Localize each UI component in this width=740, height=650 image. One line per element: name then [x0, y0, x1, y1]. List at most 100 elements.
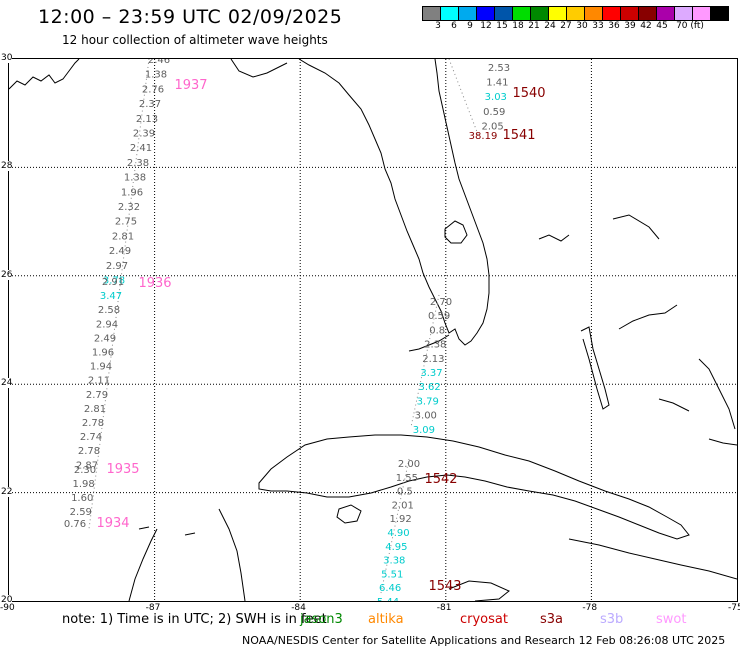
- wave-height-value: 2.78: [78, 446, 100, 457]
- wave-height-value: 3.79: [417, 396, 439, 407]
- wave-height-value: 0.5: [397, 487, 413, 498]
- wave-height-value: 1.96: [92, 348, 114, 359]
- wave-height-value: 2.00: [398, 459, 420, 470]
- page-title: 12:00 – 23:59 UTC 02/09/2025: [38, 6, 343, 28]
- note-text: note: 1) Time is in UTC; 2) SWH is in fe…: [62, 612, 327, 627]
- wave-height-value: 2.81: [84, 404, 106, 415]
- wave-height-value: 2.49: [109, 246, 131, 257]
- color-scale-cell: [566, 6, 585, 21]
- color-scale-label: 45: [656, 21, 668, 31]
- color-scale-cell: [584, 6, 603, 21]
- map-gridlines: [9, 59, 737, 601]
- wave-height-value: 3.47: [100, 291, 122, 302]
- wave-height-value: 2.41: [130, 143, 152, 154]
- wave-height-value: 2.70: [430, 297, 452, 308]
- wave-height-value: 2.30: [74, 465, 96, 476]
- wave-height-value: 2.79: [86, 390, 108, 401]
- track-id-label: 1935: [106, 462, 139, 477]
- track-id-label: 1542: [424, 472, 457, 487]
- color-scale-cell: [512, 6, 531, 21]
- wave-height-value: 2.38: [424, 340, 446, 351]
- wave-height-value: 1.41: [486, 78, 508, 89]
- wave-height-value: 5.44: [377, 597, 399, 601]
- wave-height-value: 2.59: [70, 507, 92, 518]
- wave-height-value: 2.94: [96, 319, 118, 330]
- track-id-label: 1540: [512, 86, 545, 101]
- lat-label: 28: [1, 161, 13, 172]
- color-scale-cell: [656, 6, 675, 21]
- lat-label: 30: [1, 53, 13, 63]
- wave-height-value: 2.81: [112, 231, 134, 242]
- panhandle-coast: [230, 59, 490, 346]
- map-frame: 2.46 1.38 2.76 2.37 2.13 2.39 2.41 2.38 1.38 1.96…: [0, 53, 740, 613]
- gulf-coast: [9, 59, 80, 90]
- track-id-label: 1541: [502, 128, 535, 143]
- color-scale-label: 3: [435, 21, 441, 31]
- wave-height-value: 2.53: [488, 63, 510, 74]
- satellite-legend-altika: altika: [368, 612, 404, 627]
- lat-label: 26: [1, 269, 13, 280]
- color-scale-cell: [710, 6, 729, 21]
- color-scale-cell: [458, 6, 477, 21]
- wave-height-value: 3.37: [420, 368, 442, 379]
- track-id-label: 1934: [96, 516, 129, 531]
- track-id-label: 1543: [428, 579, 461, 594]
- satellite-legend-cryosat: cryosat: [460, 612, 508, 627]
- coastlines: [9, 59, 737, 601]
- wave-height-value: 1.98: [72, 479, 94, 490]
- wave-height-value: 2.74: [80, 432, 102, 443]
- wave-height-value: 2.01: [392, 500, 414, 511]
- lon-label: -75: [728, 603, 740, 613]
- color-scale-cell: [440, 6, 459, 21]
- satellite-legend-s3a: s3a: [540, 612, 564, 627]
- lon-label: -81: [436, 603, 452, 613]
- wave-height-value: 2.58: [98, 305, 120, 316]
- color-scale-label: 33: [592, 21, 604, 31]
- lat-label: 22: [1, 486, 13, 497]
- satellite-legend-jason3: jason3: [300, 612, 343, 627]
- wave-height-value: 2.87: [76, 460, 98, 471]
- wave-height-value: 2.49: [94, 333, 116, 344]
- color-scale-label: 42: [640, 21, 652, 31]
- wave-height-value: 3.62: [418, 382, 440, 393]
- wave-height-value: 2.46: [148, 59, 170, 66]
- bahamas: [538, 214, 737, 446]
- satellite-legend-swot: swot: [656, 612, 687, 627]
- color-scale-label: 21: [528, 21, 540, 31]
- wave-height-value: 2.91: [102, 277, 124, 288]
- page-subtitle: 12 hour collection of altimeter wave hei…: [62, 33, 328, 47]
- wave-height-value: 3.09: [413, 425, 435, 436]
- lake-okeechobee: [444, 220, 468, 244]
- wave-height-value: 3.03: [485, 92, 507, 103]
- cayman-islands: [138, 526, 196, 536]
- color-scale-cell: [638, 6, 657, 21]
- wave-height-value: 2.75: [115, 217, 137, 228]
- wave-height-value: 2.38: [127, 158, 149, 169]
- altimeter-tracks: [88, 59, 480, 594]
- color-scale-label: 18: [512, 21, 524, 31]
- wave-height-value: 2.13: [422, 354, 444, 365]
- cuba-coast: [258, 434, 690, 540]
- color-scale-cell: [620, 6, 639, 21]
- color-scale-label: 30: [576, 21, 588, 31]
- jamaica-coast: [448, 580, 510, 601]
- color-scale-label: 15: [496, 21, 508, 31]
- wave-height-value: 1.96: [121, 187, 143, 198]
- florida-keys: [408, 334, 450, 352]
- color-scale-cell: [602, 6, 621, 21]
- wave-height-value: 4.90: [387, 528, 409, 539]
- lat-label: 24: [1, 378, 13, 389]
- color-scale-label: 9: [467, 21, 473, 31]
- wave-height-value: 0.8: [429, 325, 445, 336]
- wave-height-value: 5.51: [381, 569, 403, 580]
- satellite-legend-s3b: s3b: [600, 612, 624, 627]
- wave-height-value: 2.39: [133, 129, 155, 140]
- wave-height-value: 1.38: [124, 173, 146, 184]
- wave-height-value: 0.59: [483, 107, 505, 118]
- color-scale-cell: [674, 6, 693, 21]
- color-scale-label: 70 (ft): [676, 21, 704, 31]
- color-scale-label: 24: [544, 21, 556, 31]
- track-id-label: 1937: [174, 78, 207, 93]
- color-scale-label: 6: [451, 21, 457, 31]
- footer-credit: NOAA/NESDIS Center for Satellite Applica…: [242, 634, 726, 647]
